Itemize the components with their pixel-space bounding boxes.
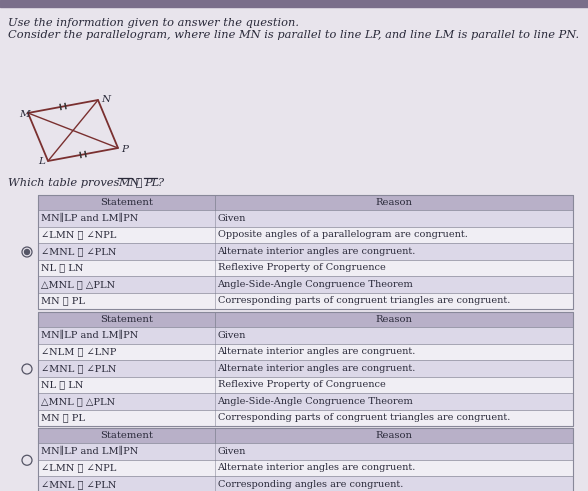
Text: ∠NLM ≅ ∠LNP: ∠NLM ≅ ∠LNP [41,347,116,356]
Bar [38,377,573,393]
Text: Statement: Statement [100,315,153,324]
Circle shape [25,249,29,254]
Text: Statement: Statement [100,431,153,440]
Bar [38,312,573,327]
Text: Use the information given to answer the question.: Use the information given to answer the … [8,18,299,28]
Text: Reflexive Property of Congruence: Reflexive Property of Congruence [218,380,385,389]
Text: NL ≅ LN: NL ≅ LN [41,380,83,389]
Text: ∠MNL ≅ ∠PLN: ∠MNL ≅ ∠PLN [41,247,116,256]
Bar [38,276,573,293]
Text: P: P [121,144,128,154]
Bar [38,460,573,476]
Text: Reason: Reason [375,431,412,440]
Text: Corresponding parts of congruent triangles are congruent.: Corresponding parts of congruent triangl… [218,413,510,422]
Text: △MNL ≅ △PLN: △MNL ≅ △PLN [41,397,115,406]
Bar [38,195,573,309]
Text: Alternate interior angles are congruent.: Alternate interior angles are congruent. [218,463,416,472]
Text: Reflexive Property of Congruence: Reflexive Property of Congruence [218,263,385,272]
Text: ≅: ≅ [132,178,146,188]
Bar [38,312,573,426]
Bar [0,0,588,7]
Bar [38,443,573,460]
Text: Alternate interior angles are congruent.: Alternate interior angles are congruent. [218,247,416,256]
Text: MN∥LP and LM∥PN: MN∥LP and LM∥PN [41,330,138,340]
Text: ∠LMN ≅ ∠NPL: ∠LMN ≅ ∠NPL [41,230,116,239]
Text: Alternate interior angles are congruent.: Alternate interior angles are congruent. [218,347,416,356]
Text: Reason: Reason [375,198,412,207]
Text: M: M [19,109,29,118]
Bar [38,327,573,344]
Text: Angle-Side-Angle Congruence Theorem: Angle-Side-Angle Congruence Theorem [218,397,413,406]
Text: PL: PL [144,178,159,188]
Text: N: N [101,94,110,104]
Text: ∠MNL ≅ ∠PLN: ∠MNL ≅ ∠PLN [41,364,116,373]
Text: Which table proves: Which table proves [8,178,123,188]
Bar [38,344,573,360]
Text: MN: MN [118,178,139,188]
Text: ?: ? [158,178,164,188]
Text: Reason: Reason [375,315,412,324]
Bar [38,293,573,309]
Text: Statement: Statement [100,198,153,207]
Bar [38,393,573,409]
Bar [38,409,573,426]
Text: ∠MNL ≅ ∠PLN: ∠MNL ≅ ∠PLN [41,480,116,489]
Text: MN ≅ PL: MN ≅ PL [41,413,85,422]
Text: Opposite angles of a parallelogram are congruent.: Opposite angles of a parallelogram are c… [218,230,467,239]
Text: MN ≅ PL: MN ≅ PL [41,296,85,305]
Text: Corresponding angles are congruent.: Corresponding angles are congruent. [218,480,403,489]
Text: Corresponding parts of congruent triangles are congruent.: Corresponding parts of congruent triangl… [218,296,510,305]
Text: Given: Given [218,214,246,223]
Bar [38,428,573,491]
Text: Angle-Side-Angle Congruence Theorem: Angle-Side-Angle Congruence Theorem [218,280,413,289]
Text: L: L [38,158,45,166]
Bar [38,195,573,210]
Bar [38,210,573,226]
Bar [38,428,573,443]
Bar [38,476,573,491]
Text: Given: Given [218,331,246,340]
Text: Alternate interior angles are congruent.: Alternate interior angles are congruent. [218,364,416,373]
Text: ∠LMN ≅ ∠NPL: ∠LMN ≅ ∠NPL [41,463,116,472]
Text: Consider the parallelogram, where line MN is parallel to line LP, and line LM is: Consider the parallelogram, where line M… [8,30,579,40]
Text: MN∥LP and LM∥PN: MN∥LP and LM∥PN [41,447,138,456]
Text: NL ≅ LN: NL ≅ LN [41,263,83,272]
Bar [38,226,573,243]
Text: MN∥LP and LM∥PN: MN∥LP and LM∥PN [41,214,138,223]
Bar [38,360,573,377]
Text: Given: Given [218,447,246,456]
Bar [38,260,573,276]
Bar [38,243,573,260]
Text: △MNL ≅ △PLN: △MNL ≅ △PLN [41,280,115,289]
